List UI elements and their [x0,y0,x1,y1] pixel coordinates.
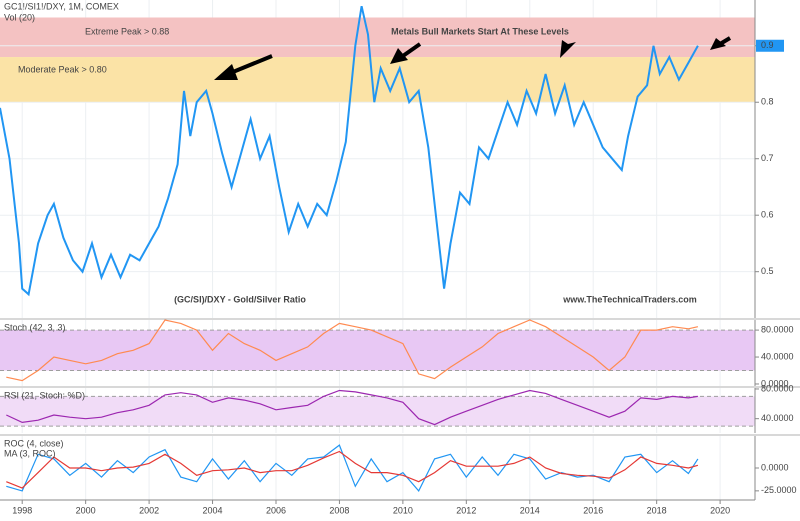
series-line [6,319,699,382]
y-tick-label: 40.0000 [761,413,794,423]
x-tick-label: 2010 [393,505,413,515]
chart-label: (GC/SI)/DXY - Gold/Silver Ratio [174,294,306,304]
x-tick-label: 2006 [266,505,286,515]
legend-entry: MA (3, ROC) [4,448,56,458]
arrow-head [560,40,576,58]
x-tick-label: 2000 [76,505,96,515]
legend-entry: RSI (21, Stoch: %D) [4,390,85,400]
y-tick-label: 0.5 [761,266,774,276]
y-tick-label: 0.6 [761,210,774,220]
arrows [214,36,732,80]
series-line [0,5,699,297]
subtitle: Vol (20) [4,12,35,22]
band [0,330,755,371]
x-tick-label: 2002 [139,505,159,515]
arrow-head [390,48,408,64]
x-tick-label: 1998 [12,505,32,515]
chart-title: GC1!/SI1!/DXY, 1M, COMEX [4,1,119,11]
last-value-box [756,39,784,52]
y-tick-label: 80.0000 [761,324,794,334]
x-tick-label: 2012 [456,505,476,515]
x-tick-label: 2014 [520,505,540,515]
y-tick-label: 0.0000 [761,462,789,472]
arrow-head [214,64,238,80]
series-line [6,450,699,489]
band [0,396,755,427]
y-tick-label: 0.0000 [761,378,789,388]
band-label: Moderate Peak > 0.80 [18,64,107,74]
legend-entry: ROC (4, close) [4,438,64,448]
arrow-head [710,38,726,50]
band [0,17,755,58]
band [0,57,755,103]
y-tick-label: 40.0000 [761,351,794,361]
y-tick-label: 0.8 [761,97,774,107]
arrow [227,54,273,76]
x-tick-label: 2004 [203,505,223,515]
y-tick-label: 80.0000 [761,383,794,393]
legend-entry: Stoch (42, 3, 3) [4,322,66,332]
x-tick-label: 2018 [647,505,667,515]
x-tick-label: 2008 [329,505,349,515]
y-tick-label: 0.7 [761,153,774,163]
headline: Metals Bull Markets Start At These Level… [391,26,569,36]
last-value-label: 0.9 [761,40,774,50]
band-label: Extreme Peak > 0.88 [85,26,169,36]
x-tick-label: 2020 [710,505,730,515]
watermark: www.TheTechnicalTraders.com [562,294,697,304]
x-tick-label: 2016 [583,505,603,515]
series-line [6,389,698,426]
y-tick-label: -25.0000 [761,485,797,495]
